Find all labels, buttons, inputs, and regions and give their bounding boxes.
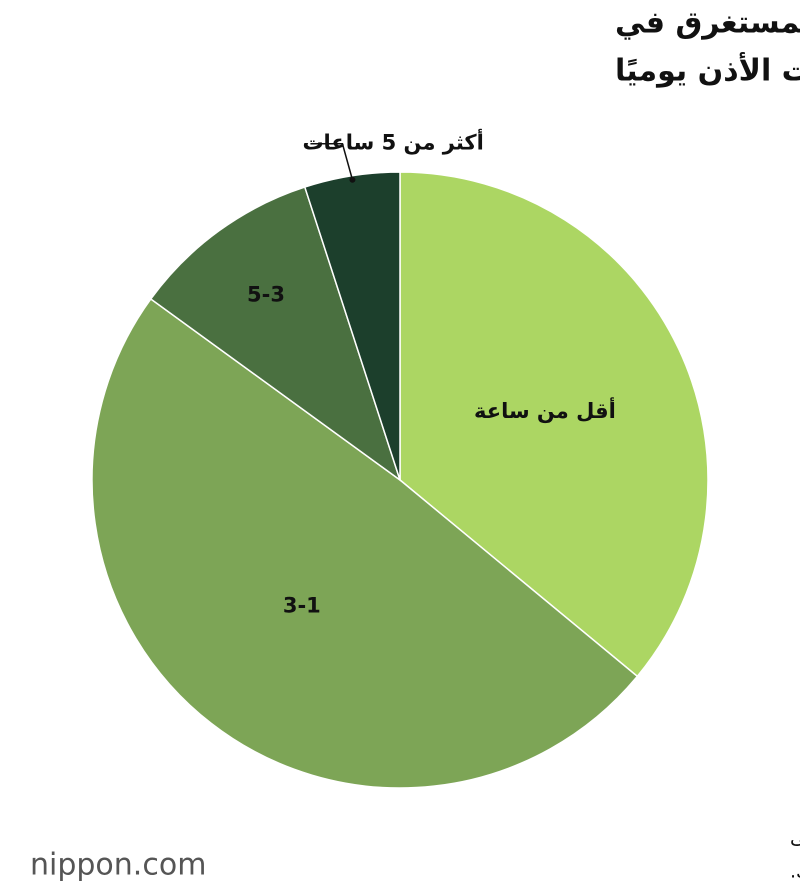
slice-label: 5-3	[247, 283, 285, 307]
chart-title: متوسط الوقت المستغرق في	[615, 6, 800, 41]
slice-label: 3-1	[283, 594, 321, 618]
chart-title: ارتداء سماعات الأذن يوميًا	[615, 52, 800, 89]
pie-slice	[91, 297, 639, 789]
logo: nippon.com	[30, 848, 206, 883]
leader-line	[310, 142, 354, 180]
pie-slice	[149, 186, 402, 482]
pie-slice	[399, 171, 709, 678]
slice-label: أقل من ساعة	[474, 396, 616, 423]
slice-label: أكثر من 5 ساعات	[302, 128, 483, 155]
source: تم إعداد البيانات بواسطة Nippon.com بناء…	[790, 827, 800, 850]
source: استطلاع قامت به باناسونيك.	[790, 861, 800, 883]
pie	[91, 171, 709, 789]
